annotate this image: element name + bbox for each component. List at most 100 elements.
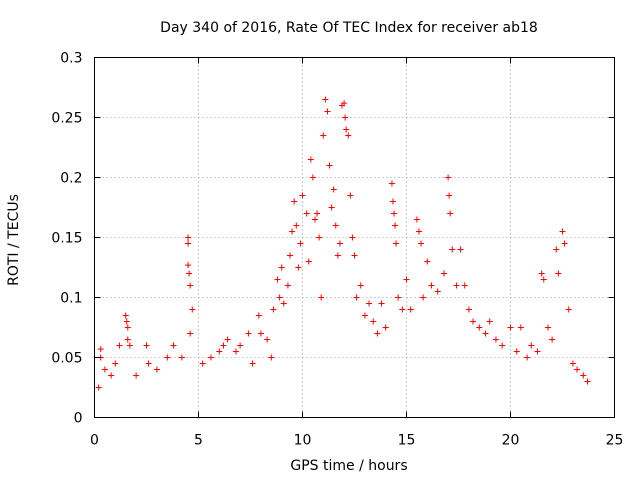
data-point [287,252,294,259]
data-point [278,264,285,271]
data-point [580,372,587,379]
data-point [187,330,194,337]
data-point [424,258,431,265]
data-point [392,222,399,229]
data-point [403,276,410,283]
data-point [569,360,576,367]
data-point [389,198,396,205]
data-point [332,222,339,229]
data-point [482,330,489,337]
data-point [347,192,354,199]
data-point [264,336,271,343]
data-point [470,318,477,325]
data-point [224,336,231,343]
data-point [445,174,452,181]
data-point [116,342,123,349]
data-point [153,366,160,373]
data-point [555,270,562,277]
data-point [517,324,524,331]
data-point [170,342,177,349]
x-tick-label: 0 [90,433,99,449]
data-point [112,360,119,367]
data-point [415,228,422,235]
data-point [320,132,327,139]
data-point [280,300,287,307]
data-point [418,240,425,247]
data-point [185,234,192,241]
y-axis: 0 0.05 0.1 0.15 0.2 0.25 0.3 [51,51,615,427]
data-point [164,354,171,361]
data-point [534,348,541,355]
data-point [322,96,329,103]
data-point [378,300,385,307]
data-point [395,294,402,301]
y-tick-label: 0.05 [51,351,82,367]
data-point [449,246,456,253]
data-point [328,204,335,211]
data-point [440,270,447,277]
data-point [295,264,302,271]
data-point [101,366,108,373]
data-point [307,156,314,163]
data-point [97,346,104,353]
data-point [342,114,349,121]
data-point [293,222,300,229]
data-point [124,324,131,331]
data-point [124,336,131,343]
data-point [334,252,341,259]
data-point [284,282,291,289]
data-point [123,318,130,325]
data-point [126,342,133,349]
data-point [561,240,568,247]
data-point [220,342,227,349]
data-point [540,276,547,283]
data-point [549,336,556,343]
data-point [428,282,435,289]
data-point [357,282,364,289]
data-point [453,282,460,289]
x-axis: 0 5 10 15 20 25 [90,57,624,449]
x-tick-label: 20 [502,433,520,449]
data-point [553,246,560,253]
data-point [237,342,244,349]
data-point [187,282,194,289]
y-axis-title: ROTI / TECUs [6,194,22,286]
data-point [457,246,464,253]
data-point [207,354,214,361]
data-point [95,384,102,391]
data-point [289,228,296,235]
data-point [461,282,468,289]
y-tick-label: 0.3 [60,51,82,67]
y-tick-label: 0.15 [51,231,82,247]
data-point [388,180,395,187]
data-point [544,324,551,331]
data-point [189,306,196,313]
data-point [133,372,140,379]
data-point [374,330,381,337]
data-point [447,210,454,217]
y-tick-label: 0.25 [51,111,82,127]
data-point [185,262,192,269]
data-point [446,192,453,199]
data-point [382,324,389,331]
data-point [299,192,306,199]
data-point [476,324,483,331]
data-point [351,252,358,259]
data-point [407,306,414,313]
data-point [559,228,566,235]
data-point [420,294,427,301]
data-point [343,126,350,133]
data-point [499,342,506,349]
data-point [528,342,535,349]
data-point [303,210,310,217]
x-tick-label: 25 [606,433,624,449]
data-point [330,186,337,193]
data-point [345,132,352,139]
data-point [270,306,277,313]
data-point [314,210,321,217]
data-point [274,276,281,283]
data-point [178,354,185,361]
data-point [336,240,343,247]
x-tick-label: 5 [194,433,203,449]
y-tick-label: 0.1 [60,291,82,307]
